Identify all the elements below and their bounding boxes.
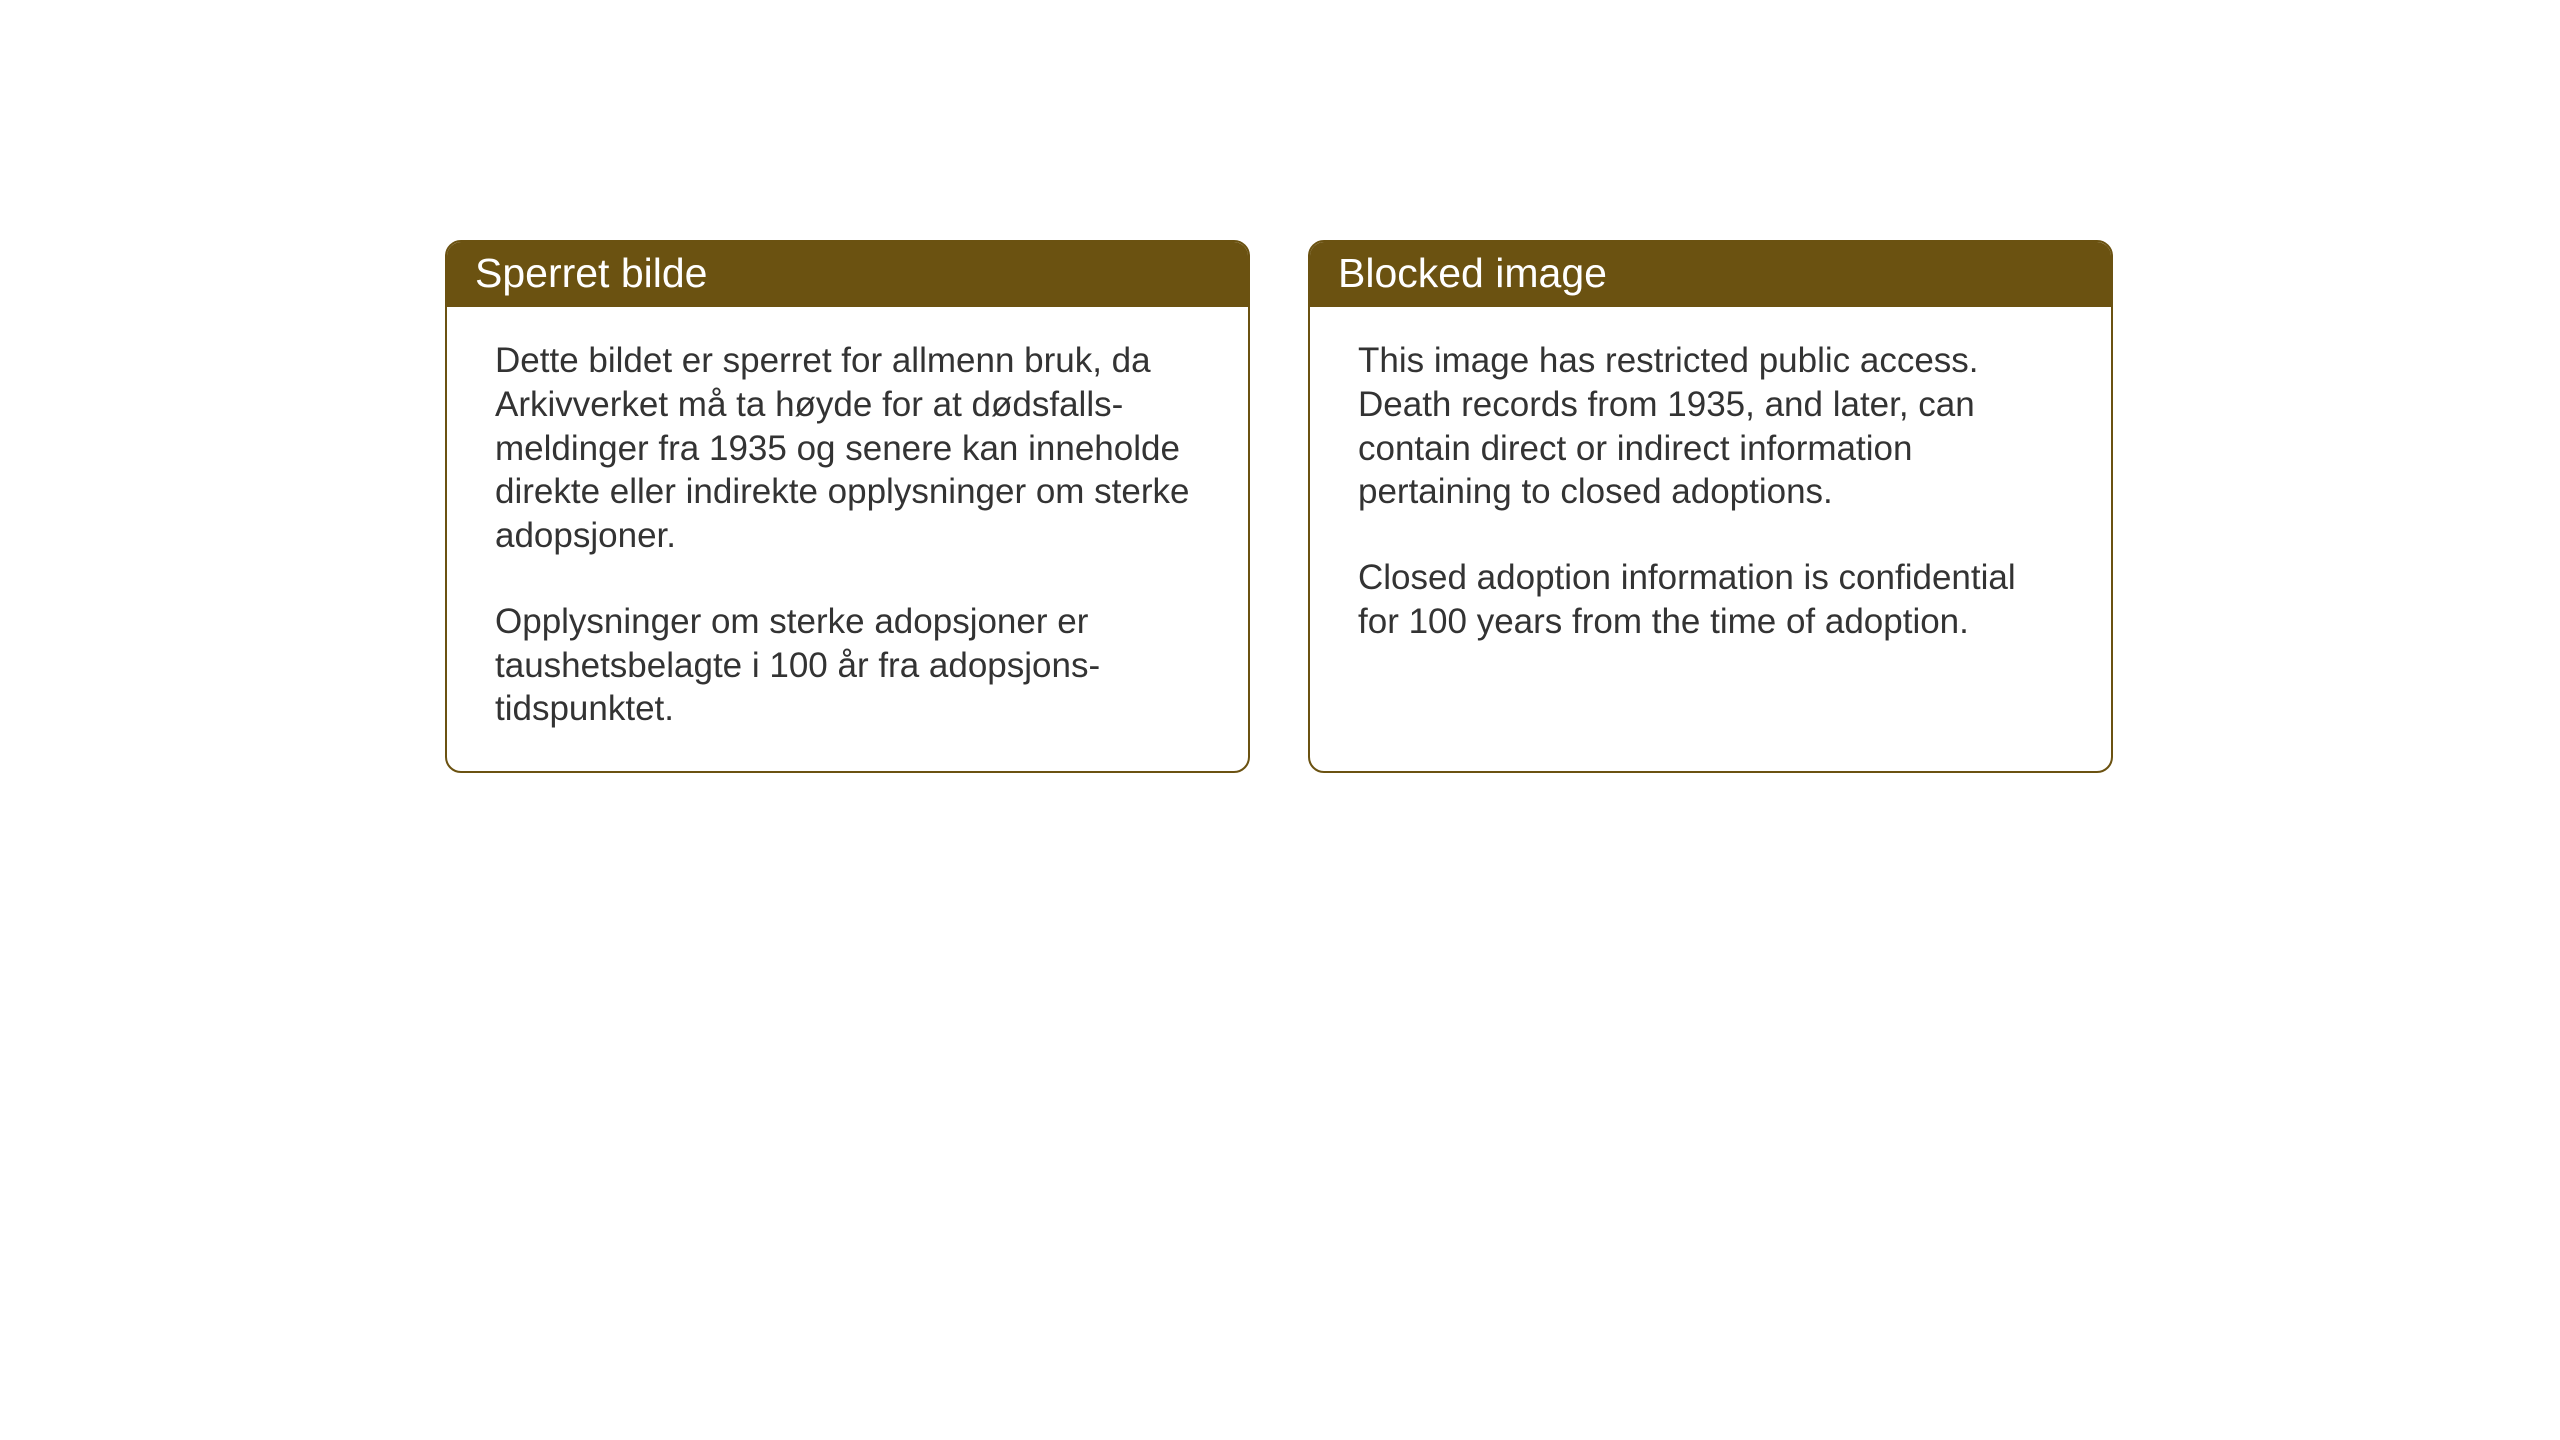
english-notice-card: Blocked image This image has restricted … bbox=[1308, 240, 2113, 773]
english-card-title: Blocked image bbox=[1310, 242, 2111, 307]
norwegian-notice-card: Sperret bilde Dette bildet er sperret fo… bbox=[445, 240, 1250, 773]
english-paragraph-2: Closed adoption information is confident… bbox=[1358, 556, 2063, 644]
norwegian-card-title: Sperret bilde bbox=[447, 242, 1248, 307]
norwegian-paragraph-2: Opplysninger om sterke adopsjoner er tau… bbox=[495, 600, 1200, 731]
english-card-body: This image has restricted public access.… bbox=[1310, 307, 2111, 684]
english-paragraph-1: This image has restricted public access.… bbox=[1358, 339, 2063, 514]
notice-container: Sperret bilde Dette bildet er sperret fo… bbox=[445, 240, 2113, 773]
norwegian-card-body: Dette bildet er sperret for allmenn bruk… bbox=[447, 307, 1248, 771]
norwegian-paragraph-1: Dette bildet er sperret for allmenn bruk… bbox=[495, 339, 1200, 558]
